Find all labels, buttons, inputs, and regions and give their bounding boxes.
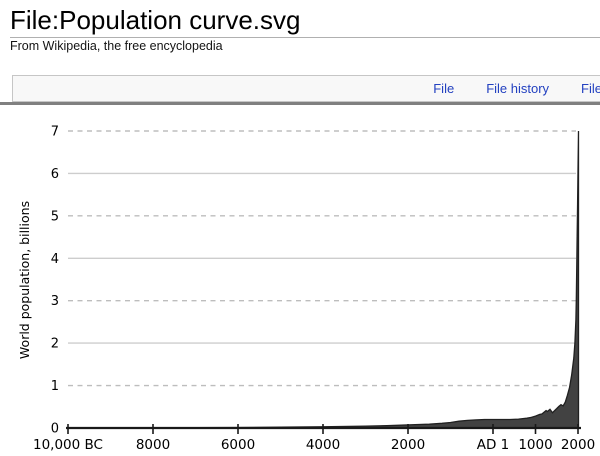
tab-file-history[interactable]: File history [486,81,550,96]
page-title: File:Population curve.svg [10,0,600,38]
y-tick-label-5: 5 [51,209,59,224]
x-tick-label-6: 1000 [518,437,552,453]
y-tick-label-3: 3 [51,294,59,309]
file-preview-population-chart[interactable]: 10,000 BC 8000 6000 4000 2000 AD 1 1000 2000 0 1 2… [0,108,600,456]
y-tick-label-2: 2 [51,337,59,352]
x-tick-label-1: 8000 [136,437,170,453]
x-tick-label-5: AD 1 [477,437,510,453]
file-links-bar: File File history File [12,75,600,102]
x-tick-label-3: 4000 [306,437,340,453]
x-tick-label-2: 6000 [221,437,255,453]
x-tick-label-4: 2000 [391,437,425,453]
y-tick-label-1: 1 [51,379,59,394]
x-tick-label-7: 2000 [561,437,595,453]
x-tick-label-0: 10,000 BC [33,437,103,453]
y-axis-title: World population, billions [17,201,32,359]
tab-file-usage-truncated[interactable]: File [581,81,600,96]
site-subtitle: From Wikipedia, the free encyclopedia [10,39,223,53]
tab-file[interactable]: File [433,81,455,96]
y-tick-label-6: 6 [51,167,59,182]
population-area-series [67,130,580,429]
y-tick-label-4: 4 [51,252,59,267]
y-tick-label-0: 0 [51,422,59,437]
bar-underline-rule [0,102,600,105]
y-tick-label-7: 7 [51,125,59,140]
